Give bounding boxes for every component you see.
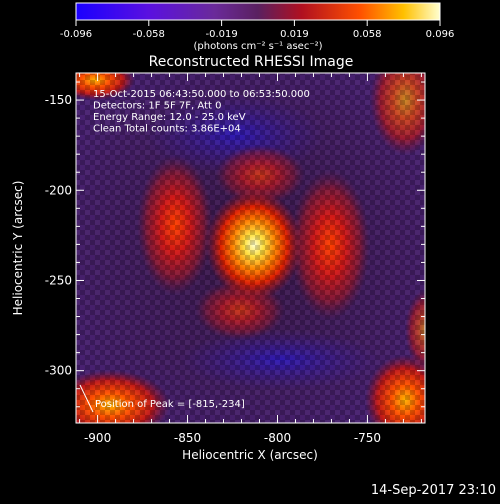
x-tick-label: -750 bbox=[354, 431, 381, 445]
x-axis-label: Heliocentric X (arcsec) bbox=[182, 448, 318, 462]
peak-label: Position of Peak = [-815,-234] bbox=[95, 399, 245, 410]
info-line: Energy Range: 12.0 - 25.0 keV bbox=[93, 112, 246, 123]
x-tick-label: -850 bbox=[174, 431, 201, 445]
y-tick-label: -250 bbox=[45, 273, 72, 287]
plot-title: Reconstructed RHESSI Image bbox=[149, 54, 354, 70]
x-tick-label: -900 bbox=[84, 431, 111, 445]
y-tick-label: -300 bbox=[45, 364, 72, 378]
colorbar-gradient bbox=[75, 2, 441, 21]
peak-pointer-line bbox=[79, 384, 94, 413]
info-line: 15-Oct-2015 06:43:50.000 to 06:53:50.000 bbox=[93, 89, 310, 100]
y-axis-label: Heliocentric Y (arcsec) bbox=[11, 181, 25, 316]
colorbar-tick-label: -0.019 bbox=[205, 29, 237, 40]
info-text: 15-Oct-2015 06:43:50.000 to 06:53:50.000… bbox=[93, 89, 310, 135]
colorbar-units: (photons cm⁻² s⁻¹ asec⁻²) bbox=[193, 41, 322, 52]
colorbar-ticks: -0.096 -0.058 -0.019 0.019 0.058 0.096 bbox=[60, 20, 454, 40]
y-axis: -300 -250 -200 -150 bbox=[45, 81, 425, 408]
plot-frame bbox=[75, 72, 426, 424]
colorbar: -0.096 -0.058 -0.019 0.019 0.058 0.096 (photo… bbox=[60, 2, 454, 52]
info-line: Detectors: 1F 5F 7F, Att 0 bbox=[93, 101, 221, 112]
colorbar-tick-label: 0.096 bbox=[426, 29, 455, 40]
y-tick-label: -150 bbox=[45, 93, 72, 107]
heatmap bbox=[76, 73, 425, 423]
colorbar-tick-label: -0.096 bbox=[60, 29, 92, 40]
colorbar-tick-label: 0.019 bbox=[280, 29, 309, 40]
colorbar-tick-label: -0.058 bbox=[133, 29, 165, 40]
y-tick-label: -200 bbox=[45, 183, 72, 197]
x-axis: -900 -850 -800 -750 bbox=[79, 73, 422, 445]
colorbar-tick-label: 0.058 bbox=[353, 29, 382, 40]
info-line: Clean Total counts: 3.86E+04 bbox=[93, 124, 241, 135]
x-tick-label: -800 bbox=[264, 431, 291, 445]
footer-timestamp: 14-Sep-2017 23:10 bbox=[371, 483, 496, 498]
